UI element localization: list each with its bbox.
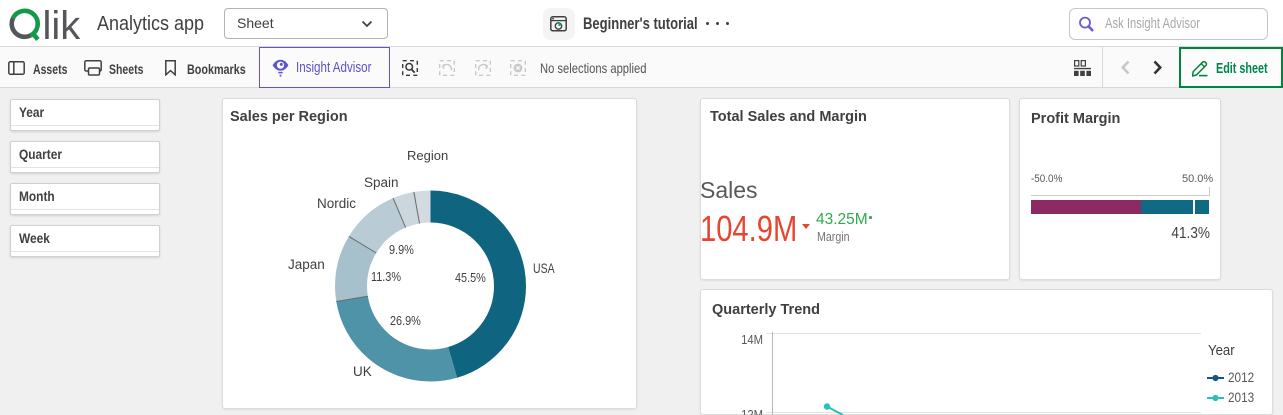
svg-text:lik: lik (43, 8, 82, 42)
